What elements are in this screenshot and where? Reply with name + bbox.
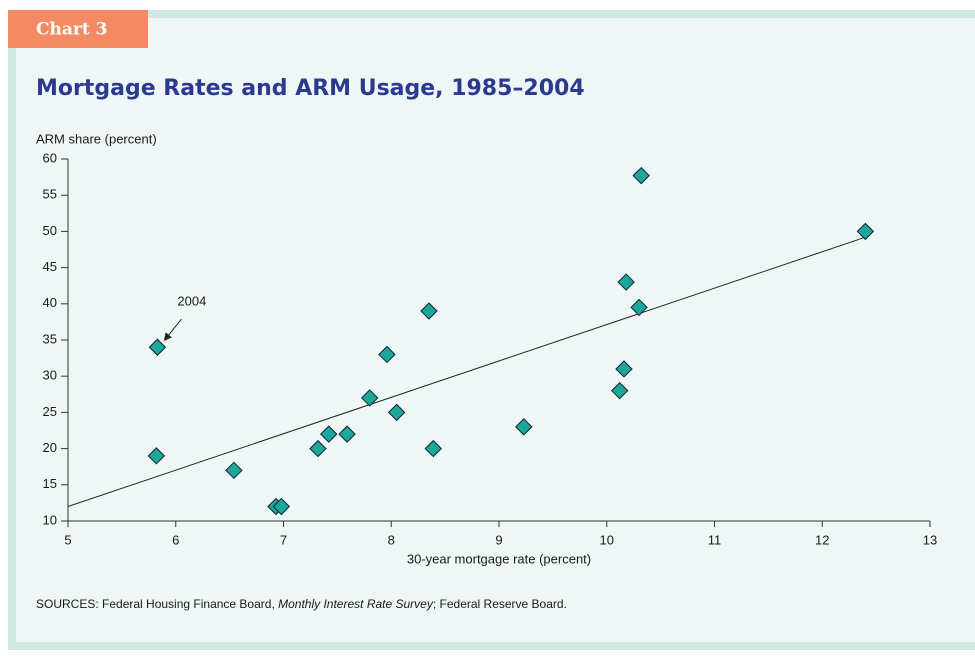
source-text: Monthly Interest Rate Survey (278, 597, 434, 611)
point (147, 447, 166, 465)
point (320, 425, 338, 443)
point (309, 439, 327, 458)
x-tick-label: 7 (280, 532, 287, 547)
y-tick-label: 45 (43, 259, 57, 274)
x-tick-label: 6 (172, 532, 179, 547)
x-tick-label: 8 (388, 532, 395, 547)
point (856, 222, 875, 241)
point (387, 403, 406, 422)
y-tick-label: 40 (43, 295, 57, 310)
point (617, 273, 635, 291)
x-tick-label: 10 (600, 532, 614, 547)
source-text: ; Federal Reserve Board. (433, 597, 567, 611)
chart-label: Chart 3 (36, 20, 107, 40)
point (338, 425, 356, 443)
x-tick-label: 13 (923, 532, 937, 547)
y-tick-label: 55 (43, 187, 57, 202)
point (148, 338, 167, 356)
x-tick-label: 12 (815, 532, 829, 547)
source-text: SOURCES: Federal Housing Finance Board, (36, 597, 278, 611)
y-tick-label: 30 (43, 368, 57, 383)
point (420, 302, 438, 320)
point (630, 298, 648, 317)
point (378, 345, 396, 364)
chart-title: Mortgage Rates and ARM Usage, 1985–2004 (36, 76, 585, 101)
x-tick-label: 11 (708, 532, 722, 547)
y-tick-label: 50 (43, 223, 57, 238)
y-tick-label: 35 (43, 331, 57, 346)
y-tick-label: 25 (43, 404, 57, 419)
y-axis-label: ARM share (percent) (36, 131, 157, 146)
annotation: 2004 (177, 294, 206, 309)
source-note: SOURCES: Federal Housing Finance Board, … (36, 597, 567, 611)
x-tick-label: 9 (495, 532, 502, 547)
point (424, 439, 442, 458)
point (360, 389, 379, 407)
point (632, 166, 650, 185)
x-tick-label: 5 (64, 532, 71, 547)
point (615, 360, 633, 378)
point (225, 461, 243, 480)
y-tick-label: 10 (43, 512, 57, 527)
y-tick-label: 15 (43, 476, 57, 491)
trend-line (67, 236, 866, 507)
y-tick-label: 20 (43, 440, 57, 455)
y-tick-label: 60 (43, 150, 57, 165)
panel (16, 18, 975, 642)
chart-tab (8, 10, 148, 48)
annotation-arrow (163, 318, 182, 342)
point (515, 418, 533, 436)
x-axis-label: 30-year mortgage rate (percent) (407, 551, 591, 566)
point (610, 381, 629, 400)
point (272, 497, 291, 516)
